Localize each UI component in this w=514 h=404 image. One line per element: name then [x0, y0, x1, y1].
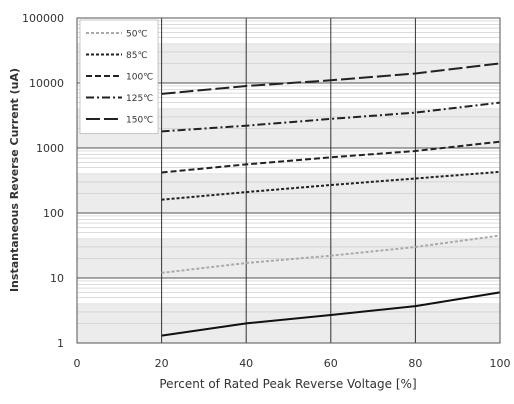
y-axis-label: Instantaneous Reverse Current (uA)	[8, 68, 21, 292]
plot-frame	[76, 17, 501, 344]
tick-labels: 0 20 40 60 80 100 1 10 100 1000 10000 100000	[22, 12, 511, 370]
y-tick-label: 10000	[29, 77, 64, 90]
legend-label: 85℃	[126, 51, 148, 61]
grid-lines	[77, 17, 501, 344]
x-tick-label: 20	[155, 357, 169, 370]
series-lines	[161, 62, 501, 337]
x-tick-label: 0	[74, 357, 81, 370]
x-tick-label: 100	[490, 357, 511, 370]
legend-label: 125℃	[126, 94, 153, 104]
series-line-3	[161, 140, 501, 174]
axes	[76, 17, 501, 344]
x-axis-label: Percent of Rated Peak Reverse Voltage [%…	[159, 377, 416, 391]
legend-label: 150℃	[126, 116, 153, 126]
x-tick-label: 60	[324, 357, 338, 370]
y-tick-label: 100	[43, 207, 64, 220]
x-tick-label: 80	[408, 357, 422, 370]
series-line-0	[161, 291, 501, 337]
y-tick-label: 100000	[22, 12, 64, 25]
series-line-2	[161, 170, 501, 201]
y-tick-label: 1000	[36, 142, 64, 155]
legend-label: 50℃	[126, 30, 148, 40]
legend: 50℃ 85℃ 100℃ 125℃ 150℃	[79, 19, 159, 134]
legend-label: 100℃	[126, 73, 153, 83]
y-tick-label: 1	[57, 337, 64, 350]
x-tick-label: 40	[239, 357, 253, 370]
series-line-5	[161, 62, 501, 95]
y-tick-label: 10	[50, 272, 64, 285]
series-line-1	[161, 234, 501, 274]
